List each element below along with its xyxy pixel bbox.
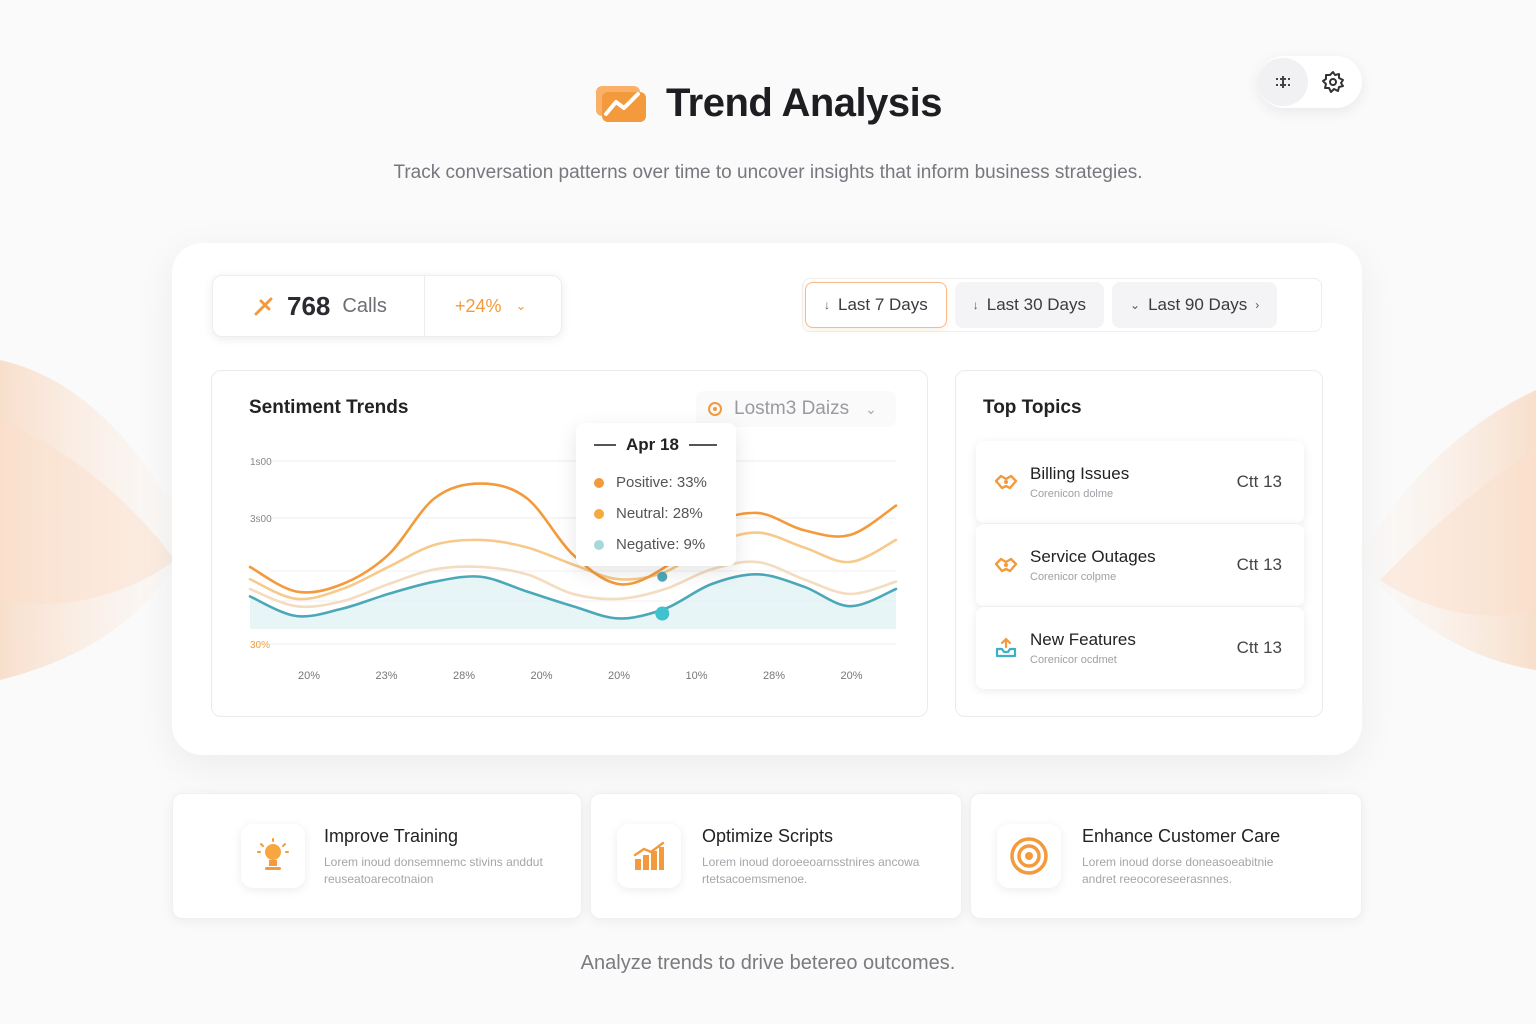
handshake-icon <box>992 468 1020 496</box>
inbox-icon <box>992 634 1020 662</box>
topic-count: Ctt 13 <box>1236 638 1282 657</box>
topic-name: Service Outages <box>1030 547 1156 566</box>
recommendation-improve-training[interactable]: Improve Training Lorem inoud donsemnemc … <box>172 793 582 919</box>
x-tick-label: 23% <box>375 670 397 682</box>
topic-name: New Features <box>1030 630 1136 649</box>
x-tick-label: 20% <box>608 670 630 682</box>
chevron-down-icon: ⌄ <box>865 400 877 417</box>
sentiment-line-chart: 1s00 3s00 30% 20% 23% 28% 20% 20% 10% 28% 20% <box>248 457 898 682</box>
recommendation-desc: Lorem inoud doroeeoarnsstnires ancowa rt… <box>702 855 920 886</box>
filter-button[interactable] <box>1258 58 1308 106</box>
phone-trend-icon <box>254 297 273 316</box>
page-title: Trend Analysis <box>665 80 943 125</box>
range-last-30-days[interactable]: ↓ Last 30 Days <box>954 282 1104 328</box>
chevron-down-icon: ⌄ <box>515 298 527 313</box>
topics-title: Top Topics <box>983 397 1082 418</box>
date-range-selector: ↓ Last 7 Days ↓ Last 30 Days ⌄ Last 90 D… <box>802 278 1322 332</box>
topic-new-features[interactable]: New Features Corenicor ocdmet Ctt 13 <box>976 607 1304 689</box>
pin-icon <box>708 402 722 416</box>
series-line <box>248 482 898 594</box>
legend-dot <box>594 477 604 488</box>
gear-icon <box>1322 71 1344 93</box>
x-tick-label: 28% <box>453 670 475 682</box>
x-tick-label: 20% <box>840 670 862 682</box>
y-tick-label: 30% <box>250 640 270 651</box>
sliders-icon <box>1276 76 1290 88</box>
topic-sub: Corenicor ocdmet <box>1030 654 1117 666</box>
calls-delta-dropdown[interactable]: +24% ⌄ <box>425 296 526 317</box>
tooltip-line <box>594 444 616 446</box>
range-last-7-days[interactable]: ↓ Last 7 Days <box>805 282 947 328</box>
sentiment-range-dropdown[interactable]: Lostm3 Daizs ⌄ <box>696 391 896 427</box>
series-line <box>248 531 898 601</box>
recommendation-optimize-scripts[interactable]: Optimize Scripts Lorem inoud doroeeoarns… <box>590 793 962 919</box>
y-tick-label: 1s00 <box>250 457 272 468</box>
calls-delta: +24% <box>455 295 502 316</box>
chart-tooltip: Apr 18 Positive: 33% Neutral: 28% Negati… <box>576 423 736 566</box>
settings-button[interactable] <box>1308 58 1358 106</box>
lightbulb-icon <box>241 824 305 888</box>
recommendation-desc: Lorem inoud dorse doneasoeabitnie andret… <box>1082 855 1274 886</box>
page-footer: Analyze trends to drive betereo outcomes… <box>580 952 956 974</box>
calls-count: 768 <box>287 290 331 321</box>
recommendation-title: Improve Training <box>324 826 459 846</box>
topic-sub: Corenicon dolme <box>1030 488 1114 500</box>
chevron-down-icon: ↓ <box>972 298 979 312</box>
series-line <box>248 560 898 609</box>
sentiment-trends-panel: Sentiment Trends Lostm3 Daizs ⌄ 1s00 3s00… <box>211 370 928 717</box>
top-topics-panel: Top Topics Billing Issues Corenicon dolm… <box>955 370 1323 717</box>
recommendation-title: Optimize Scripts <box>702 826 834 846</box>
tooltip-date: Apr 18 <box>626 435 679 454</box>
chevron-right-icon: › <box>1255 298 1260 312</box>
page-subtitle: Track conversation patterns over time to… <box>393 162 1143 183</box>
tooltip-value: Positive: 33% <box>616 474 707 491</box>
highlight-point <box>655 606 670 621</box>
tooltip-value: Neutral: 28% <box>616 505 703 522</box>
target-icon <box>997 824 1061 888</box>
legend-dot <box>594 539 604 550</box>
series-line <box>248 573 898 620</box>
x-tick-label: 28% <box>763 670 785 682</box>
range-label: Last 90 Days <box>1148 295 1248 314</box>
main-card: 768 Calls +24% ⌄ ↓ Last 7 Days ↓ Last 30… <box>172 243 1362 755</box>
calls-stat: 768 Calls +24% ⌄ <box>212 275 562 337</box>
topic-name: Billing Issues <box>1030 464 1130 483</box>
topic-count: Ctt 13 <box>1236 555 1282 574</box>
bar-chart-icon <box>617 824 681 888</box>
sentiment-range-label: Lostm3 Daizs <box>734 398 850 419</box>
chevron-down-icon: ⌄ <box>1130 298 1141 312</box>
trend-chart-icon <box>595 86 646 122</box>
tooltip-row-neutral: Neutral: 28% <box>594 498 718 529</box>
range-label: Last 30 Days <box>986 295 1086 314</box>
tooltip-row-negative: Negative: 9% <box>594 529 718 560</box>
range-last-90-days[interactable]: ⌄ Last 90 Days › <box>1112 282 1278 328</box>
topic-count: Ctt 13 <box>1236 472 1282 491</box>
top-actions <box>1258 56 1362 108</box>
topic-sub: Corenicor colpme <box>1030 571 1117 583</box>
recommendation-title: Enhance Customer Care <box>1082 826 1281 846</box>
legend-dot <box>594 508 604 519</box>
x-tick-label: 20% <box>298 670 320 682</box>
x-tick-label: 10% <box>685 670 707 682</box>
highlight-point <box>657 571 668 582</box>
handshake-icon <box>992 551 1020 579</box>
sentiment-title: Sentiment Trends <box>249 397 409 418</box>
range-label: Last 7 Days <box>838 295 928 314</box>
x-tick-label: 20% <box>530 670 552 682</box>
y-tick-label: 3s00 <box>250 514 272 525</box>
recommendation-enhance-customer-care[interactable]: Enhance Customer Care Lorem inoud dorse … <box>970 793 1362 919</box>
calls-label: Calls <box>342 294 387 317</box>
chevron-down-icon: ↓ <box>824 298 830 312</box>
tooltip-row-positive: Positive: 33% <box>594 467 718 498</box>
tooltip-value: Negative: 9% <box>616 536 706 553</box>
tooltip-line <box>688 444 717 446</box>
topic-billing-issues[interactable]: Billing Issues Corenicon dolme Ctt 13 <box>976 441 1304 523</box>
recommendation-desc: Lorem inoud donsemnemc stivins anddut re… <box>324 855 543 886</box>
topic-service-outages[interactable]: Service Outages Corenicor colpme Ctt 13 <box>976 524 1304 606</box>
page-header: Trend Analysis <box>0 78 1536 128</box>
